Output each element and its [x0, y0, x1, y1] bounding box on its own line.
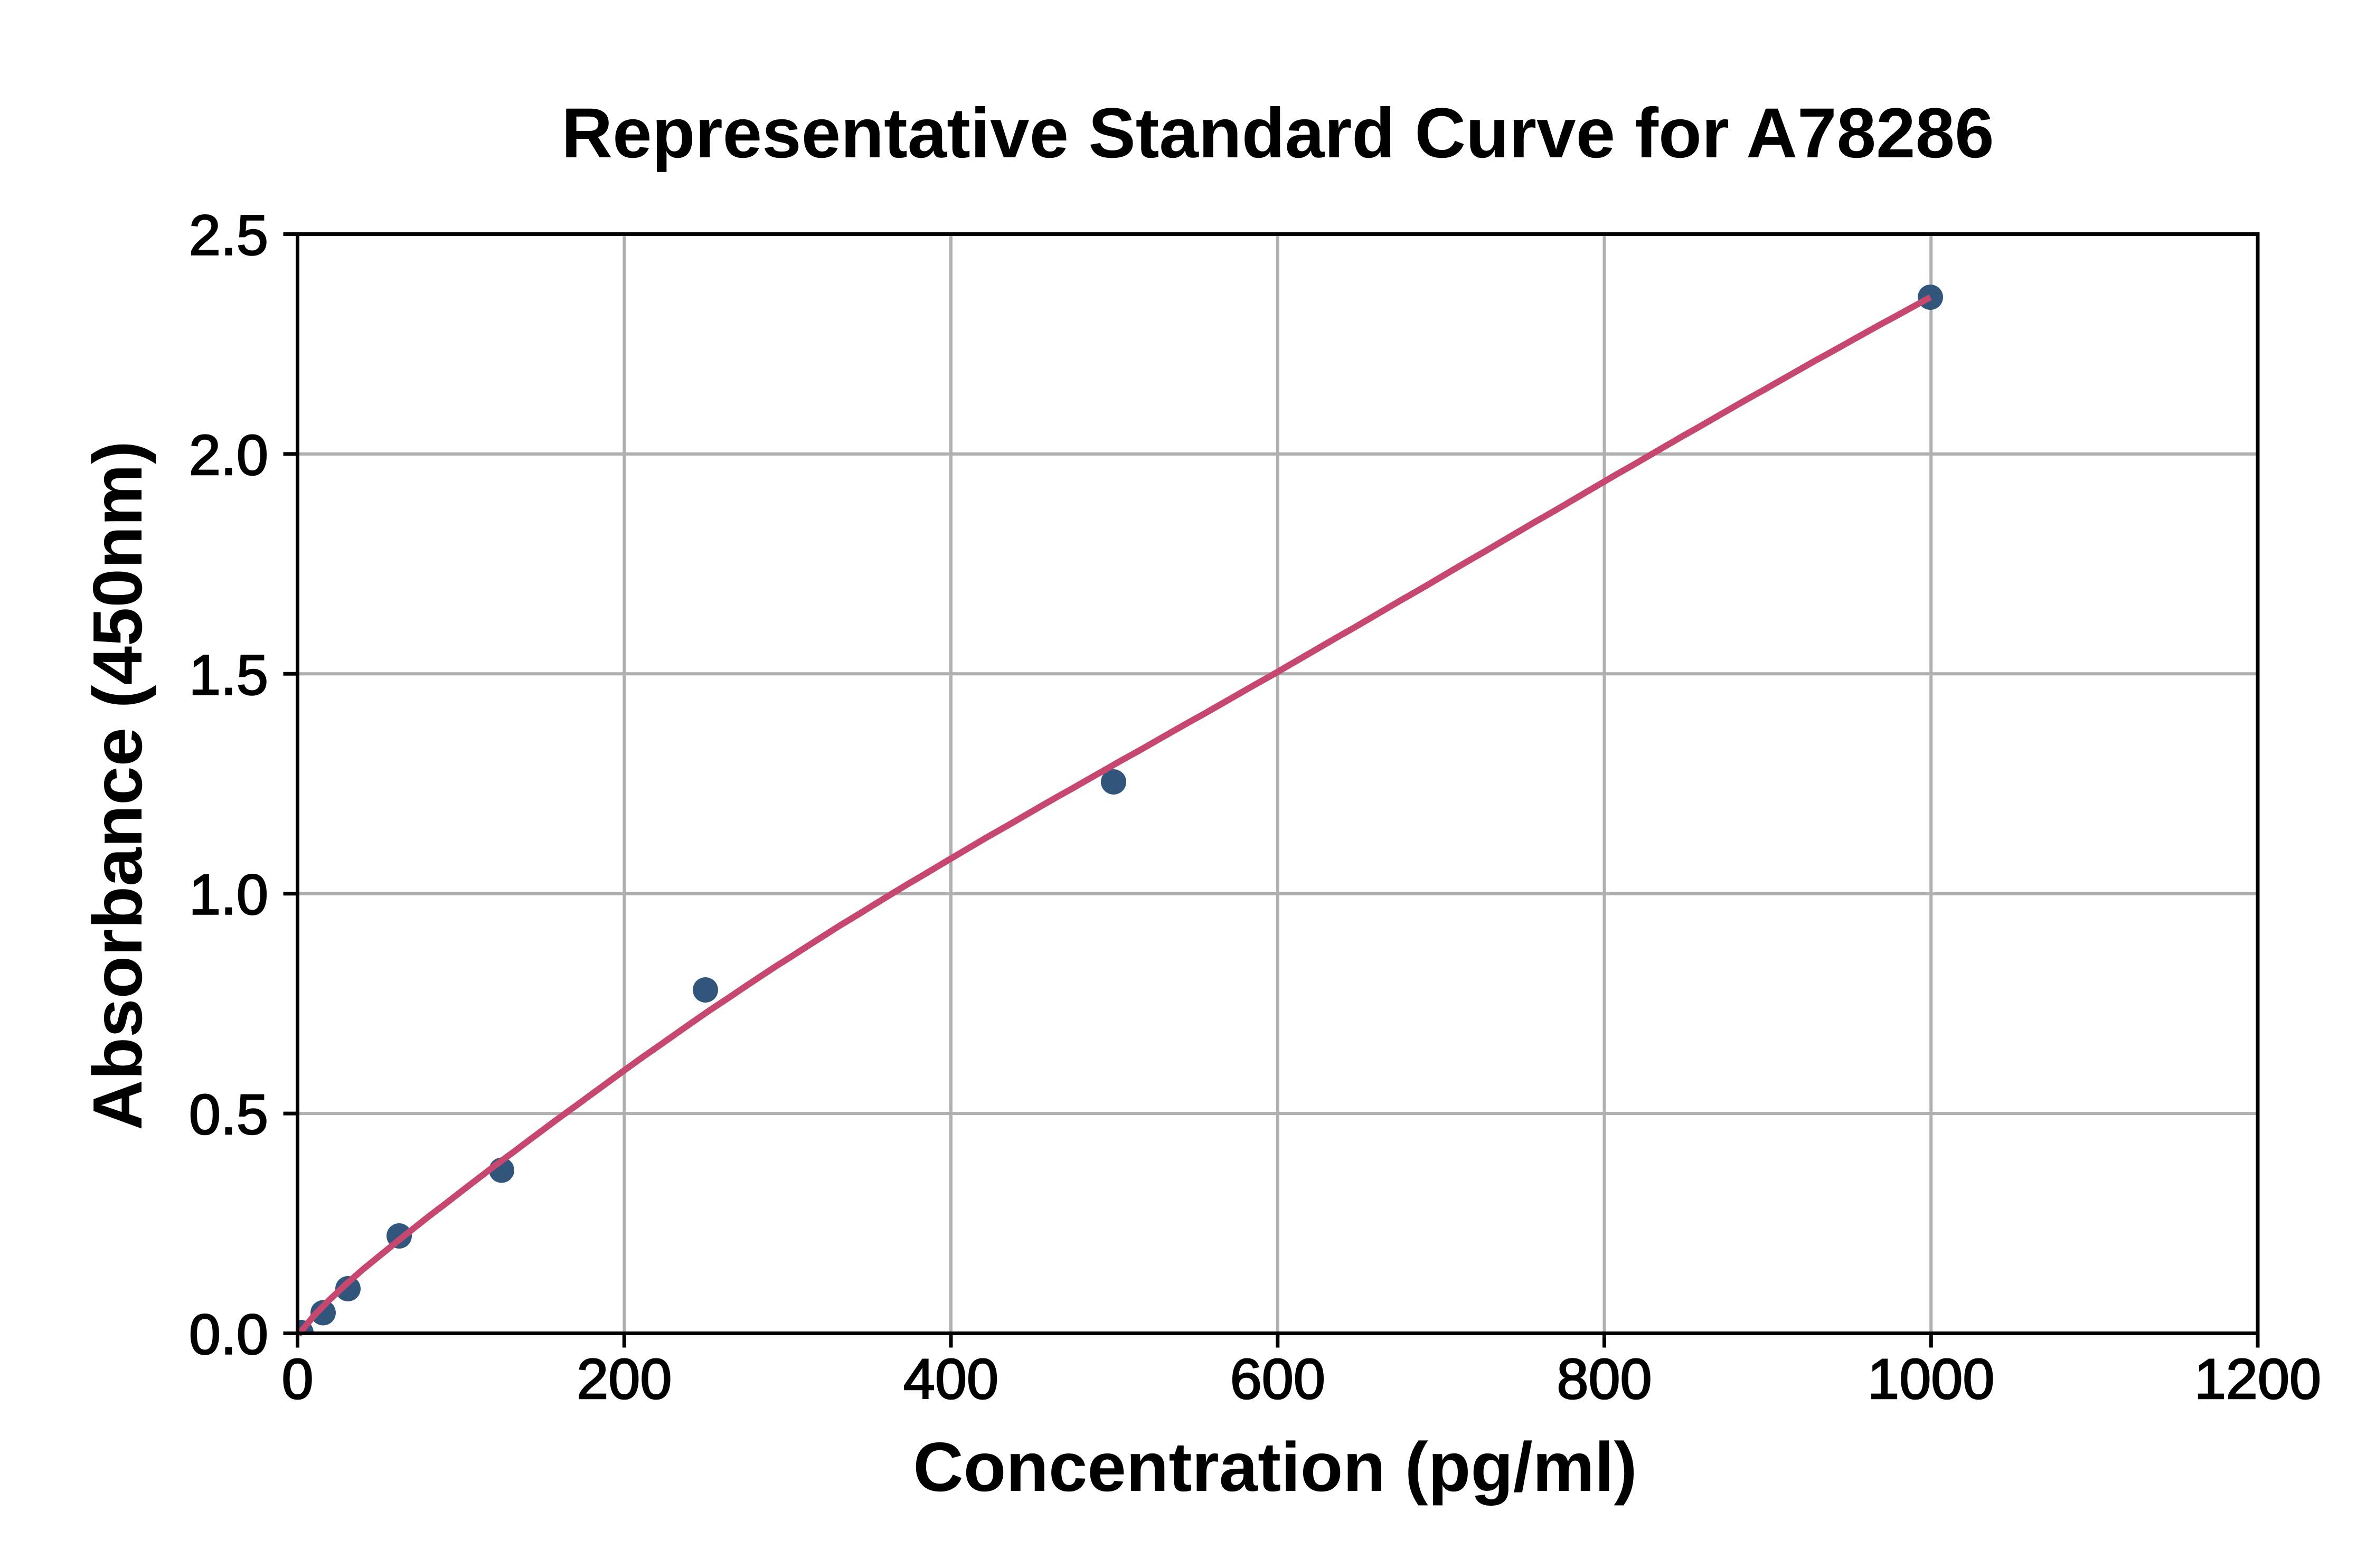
svg-text:Concentration (pg/ml): Concentration (pg/ml) [913, 1428, 1637, 1506]
svg-text:400: 400 [903, 1347, 998, 1411]
svg-text:1200: 1200 [2194, 1347, 2321, 1411]
svg-text:1.0: 1.0 [189, 863, 268, 927]
svg-text:Representative Standard Curve: Representative Standard Curve for A78286 [561, 94, 1994, 173]
svg-text:Absorbance (450nm): Absorbance (450nm) [79, 441, 156, 1130]
svg-text:800: 800 [1557, 1347, 1652, 1411]
svg-text:1.5: 1.5 [189, 643, 268, 706]
svg-text:200: 200 [577, 1347, 672, 1411]
svg-text:600: 600 [1230, 1347, 1325, 1411]
svg-text:2.5: 2.5 [189, 203, 268, 267]
svg-text:0.5: 0.5 [189, 1082, 268, 1146]
svg-text:2.0: 2.0 [189, 423, 268, 487]
svg-text:0: 0 [281, 1347, 313, 1411]
svg-text:1000: 1000 [1868, 1347, 1994, 1411]
svg-text:0.0: 0.0 [189, 1302, 268, 1366]
